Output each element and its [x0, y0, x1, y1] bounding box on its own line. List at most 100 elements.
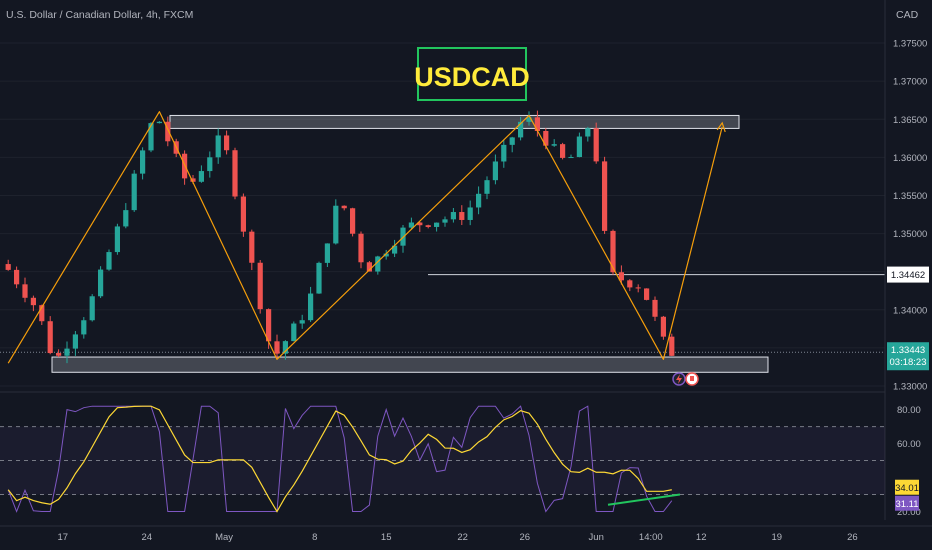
candle-body	[476, 193, 482, 208]
candle-body	[39, 305, 45, 322]
price-grid	[0, 42, 885, 387]
time-tick-label: 22	[457, 532, 468, 543]
level-price-badge[interactable]: 1.34462	[891, 270, 925, 281]
rsi-ma-line[interactable]	[7, 405, 672, 513]
candle-body	[316, 262, 322, 294]
rsi-badge-bg	[895, 495, 919, 511]
candle-body	[602, 161, 608, 231]
time-tick-label: 8	[312, 532, 317, 543]
time-tick-label: 19	[772, 532, 783, 543]
candle-body	[669, 336, 675, 356]
rsi-tick-label: 60.00	[897, 439, 921, 450]
candle-body	[635, 287, 641, 289]
candle-body	[299, 320, 305, 324]
currency-label: CAD	[896, 9, 919, 21]
candle-body	[257, 262, 263, 310]
candle-body	[450, 212, 456, 220]
candle-body	[282, 341, 288, 354]
chart-title: USDCAD	[414, 62, 530, 92]
rsi-tick-label: 80.00	[897, 405, 921, 416]
candle-body	[518, 121, 524, 138]
candle-body	[249, 231, 255, 263]
candle-body	[341, 205, 347, 209]
support-zone[interactable]	[51, 356, 769, 373]
candle-body	[383, 253, 389, 257]
candle-body	[215, 135, 221, 158]
candle-body	[350, 208, 356, 234]
price-tick-label: 1.33000	[893, 382, 927, 393]
level-price-badge-bg	[887, 266, 929, 283]
candle-body	[644, 288, 650, 300]
candle-body	[198, 171, 204, 182]
candle-body	[652, 299, 658, 317]
time-tick-label: 24	[142, 532, 153, 543]
candle-body	[442, 219, 448, 223]
candle-body	[114, 226, 120, 253]
candle-body	[324, 243, 330, 263]
time-tick-label: 26	[847, 532, 858, 543]
time-tick-label: 15	[381, 532, 392, 543]
candle-body	[240, 196, 246, 232]
candle-body	[274, 341, 280, 354]
candle-body	[56, 353, 62, 356]
candle-body	[392, 245, 398, 254]
candle-body	[98, 269, 104, 297]
rsi-line[interactable]	[7, 405, 673, 513]
candle-body	[434, 222, 440, 227]
candle-body	[232, 150, 238, 197]
rsi-pane[interactable]: 80.00 60.00 20.00 34.01 31.11	[0, 391, 921, 518]
symbol-header[interactable]: U.S. Dollar / Canadian Dollar, 4h, FXCM	[6, 9, 193, 21]
candle-body	[72, 334, 78, 349]
candle-body	[459, 212, 465, 220]
time-axis[interactable]: 17 24 May 8 15 22 26 Jun 14:00 12 19 26	[0, 525, 932, 543]
candle-body	[526, 117, 532, 122]
price-tick-label: 1.37000	[893, 77, 927, 88]
price-tick-label: 1.36000	[893, 153, 927, 164]
candle-body	[89, 296, 95, 321]
candle-body	[140, 150, 146, 174]
lightning-glyph	[676, 374, 682, 384]
candle-body	[576, 136, 582, 158]
price-axis[interactable]: 1.37500 1.37000 1.36500 1.36000 1.35500 1.350…	[884, 0, 929, 520]
candle-body	[375, 256, 381, 272]
candle-body	[492, 161, 498, 181]
candle-body	[14, 269, 20, 285]
price-tick-label: 1.35000	[893, 229, 927, 240]
time-tick-label: Jun	[589, 532, 604, 543]
candle-body	[123, 210, 129, 227]
candle-body	[610, 230, 616, 273]
candle-body	[417, 222, 423, 226]
candle-body	[5, 264, 11, 270]
candle-body	[618, 272, 624, 281]
resistance-zone[interactable]	[169, 114, 740, 129]
candle-body	[551, 144, 557, 146]
candle-body	[308, 293, 314, 321]
candle-body	[165, 121, 171, 142]
zones[interactable]	[0, 114, 885, 373]
time-tick-label: 14:00	[639, 532, 663, 543]
current-price-badge[interactable]: 1.33443	[891, 345, 925, 356]
time-tick-label: May	[215, 532, 233, 543]
canada-flag-leaf	[690, 376, 694, 381]
price-tick-label: 1.36500	[893, 115, 927, 126]
candle-body	[333, 205, 339, 244]
candle-body	[47, 321, 53, 354]
candle-body	[568, 157, 574, 159]
zigzag-pattern-line[interactable]	[7, 111, 723, 364]
candle-body	[534, 117, 540, 131]
pattern-lines[interactable]	[7, 111, 726, 364]
candle-body	[30, 297, 36, 306]
candle-body	[501, 144, 507, 162]
candle-body	[408, 222, 414, 228]
candle-body	[64, 348, 70, 356]
candle-body	[593, 128, 599, 162]
candle-body	[560, 144, 566, 158]
time-tick-label: 17	[58, 532, 69, 543]
title-box	[417, 47, 527, 101]
candle-body	[106, 252, 112, 270]
bullish-divergence-line[interactable]	[607, 493, 681, 506]
candle-body	[22, 284, 28, 298]
candle-body	[156, 121, 162, 124]
candle-body	[224, 135, 230, 151]
